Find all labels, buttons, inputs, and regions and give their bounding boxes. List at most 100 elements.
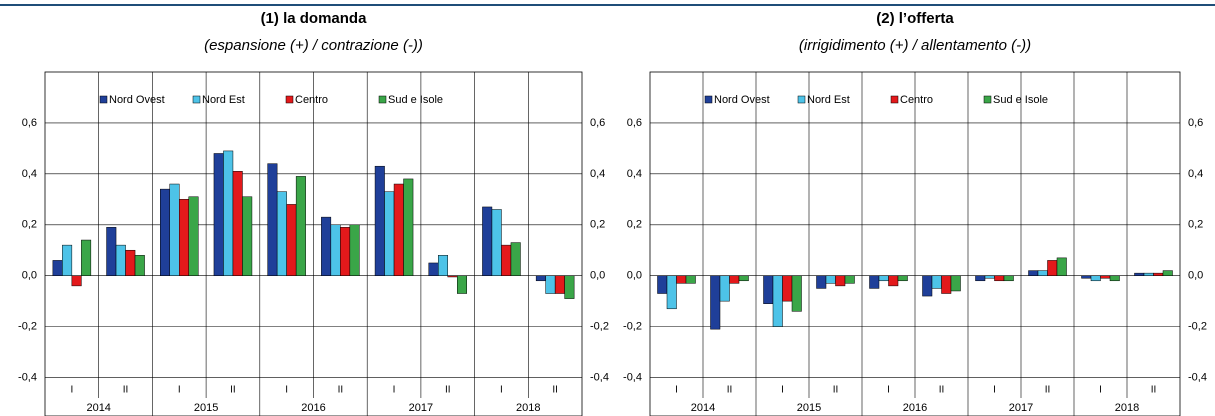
legend-swatch xyxy=(99,95,108,104)
bar xyxy=(1081,275,1092,279)
bar xyxy=(1003,275,1014,282)
bar xyxy=(295,176,306,276)
bar xyxy=(321,216,332,276)
bar xyxy=(125,249,136,276)
y-tick-label-right: 0,0 xyxy=(1188,270,1203,282)
bar xyxy=(535,275,546,282)
plot-frame xyxy=(649,71,1181,416)
legend-swatch xyxy=(797,95,806,104)
x-tick-label: II xyxy=(727,385,733,396)
x-tick-label: II xyxy=(1045,385,1051,396)
x-tick-label: II xyxy=(552,385,558,396)
bar xyxy=(438,255,448,276)
year-label: 2015 xyxy=(797,402,821,414)
y-tick-label-right: 0,2 xyxy=(590,219,605,231)
legend-label: Nord Ovest xyxy=(109,94,165,106)
bar xyxy=(772,275,783,327)
bar xyxy=(1153,272,1164,276)
chart-title: (2) l’offerta xyxy=(876,10,954,27)
x-tick-label: I xyxy=(70,385,73,396)
bar xyxy=(384,191,395,276)
y-tick-label: 0,6 xyxy=(22,117,37,129)
bar xyxy=(1047,260,1058,276)
bar xyxy=(160,188,170,276)
year-label: 2017 xyxy=(409,402,433,414)
legend-label: Sud e Isole xyxy=(388,94,443,106)
chart-subtitle: (espansione (+) / contrazione (-)) xyxy=(204,37,423,54)
x-tick-label: I xyxy=(393,385,396,396)
x-tick-label: II xyxy=(1151,385,1157,396)
bar xyxy=(1028,270,1039,276)
y-tick-label-right: 0,2 xyxy=(1188,219,1203,231)
y-tick-label-right: -0,4 xyxy=(1188,371,1207,383)
y-tick-label-right: -0,2 xyxy=(590,321,609,333)
bar xyxy=(1134,272,1145,276)
bar xyxy=(482,206,493,276)
legend-label: Sud e Isole xyxy=(993,94,1048,106)
bar xyxy=(729,275,740,284)
bar xyxy=(134,255,145,276)
x-tick-label: II xyxy=(833,385,839,396)
x-tick-label: I xyxy=(1099,385,1102,396)
legend-swatch xyxy=(890,95,899,104)
y-tick-label-right: -0,4 xyxy=(590,371,609,383)
bar xyxy=(564,275,575,299)
y-tick-label: -0,4 xyxy=(18,371,37,383)
x-tick-label: II xyxy=(338,385,344,396)
bar xyxy=(1056,257,1067,276)
bar xyxy=(491,209,502,276)
bar xyxy=(984,275,995,279)
bar xyxy=(393,183,404,276)
bar xyxy=(188,196,199,276)
bar xyxy=(71,275,82,287)
year-label: 2017 xyxy=(1009,402,1033,414)
x-tick-label: II xyxy=(123,385,129,396)
bar xyxy=(169,183,180,276)
y-tick-label: 0,4 xyxy=(627,168,642,180)
year-label: 2018 xyxy=(1115,402,1139,414)
bar xyxy=(276,191,287,276)
bar xyxy=(782,275,793,302)
year-label: 2014 xyxy=(691,402,715,414)
bar xyxy=(676,275,687,284)
bar xyxy=(81,239,92,276)
bar xyxy=(710,275,721,330)
bar xyxy=(267,163,278,276)
y-tick-label: 0,0 xyxy=(627,270,642,282)
bar xyxy=(666,275,677,310)
legend-swatch xyxy=(378,95,387,104)
bar xyxy=(888,275,899,287)
x-tick-label: I xyxy=(500,385,503,396)
y-tick-label-right: -0,2 xyxy=(1188,321,1207,333)
bar xyxy=(1109,275,1120,282)
x-tick-label: II xyxy=(445,385,451,396)
bar xyxy=(835,275,846,287)
bar xyxy=(869,275,880,289)
x-tick-label: II xyxy=(230,385,236,396)
x-tick-label: II xyxy=(939,385,945,396)
bar xyxy=(994,275,1005,282)
bar xyxy=(554,275,565,294)
bar xyxy=(1090,275,1101,282)
year-label: 2014 xyxy=(86,402,110,414)
bar xyxy=(791,275,802,312)
y-tick-label: 0,4 xyxy=(22,168,37,180)
bar xyxy=(763,275,774,304)
x-tick-label: I xyxy=(781,385,784,396)
bar xyxy=(545,275,556,294)
bar xyxy=(501,244,512,276)
bar xyxy=(975,275,986,282)
bar xyxy=(62,244,73,276)
legend-swatch xyxy=(983,95,992,104)
legend-label: Nord Est xyxy=(202,94,245,106)
year-label: 2016 xyxy=(903,402,927,414)
bar xyxy=(1037,270,1048,276)
bar xyxy=(242,196,253,276)
bar xyxy=(941,275,952,294)
y-tick-label: 0,0 xyxy=(22,270,37,282)
bar xyxy=(897,275,908,282)
legend-swatch xyxy=(285,95,294,104)
bar xyxy=(447,275,458,278)
